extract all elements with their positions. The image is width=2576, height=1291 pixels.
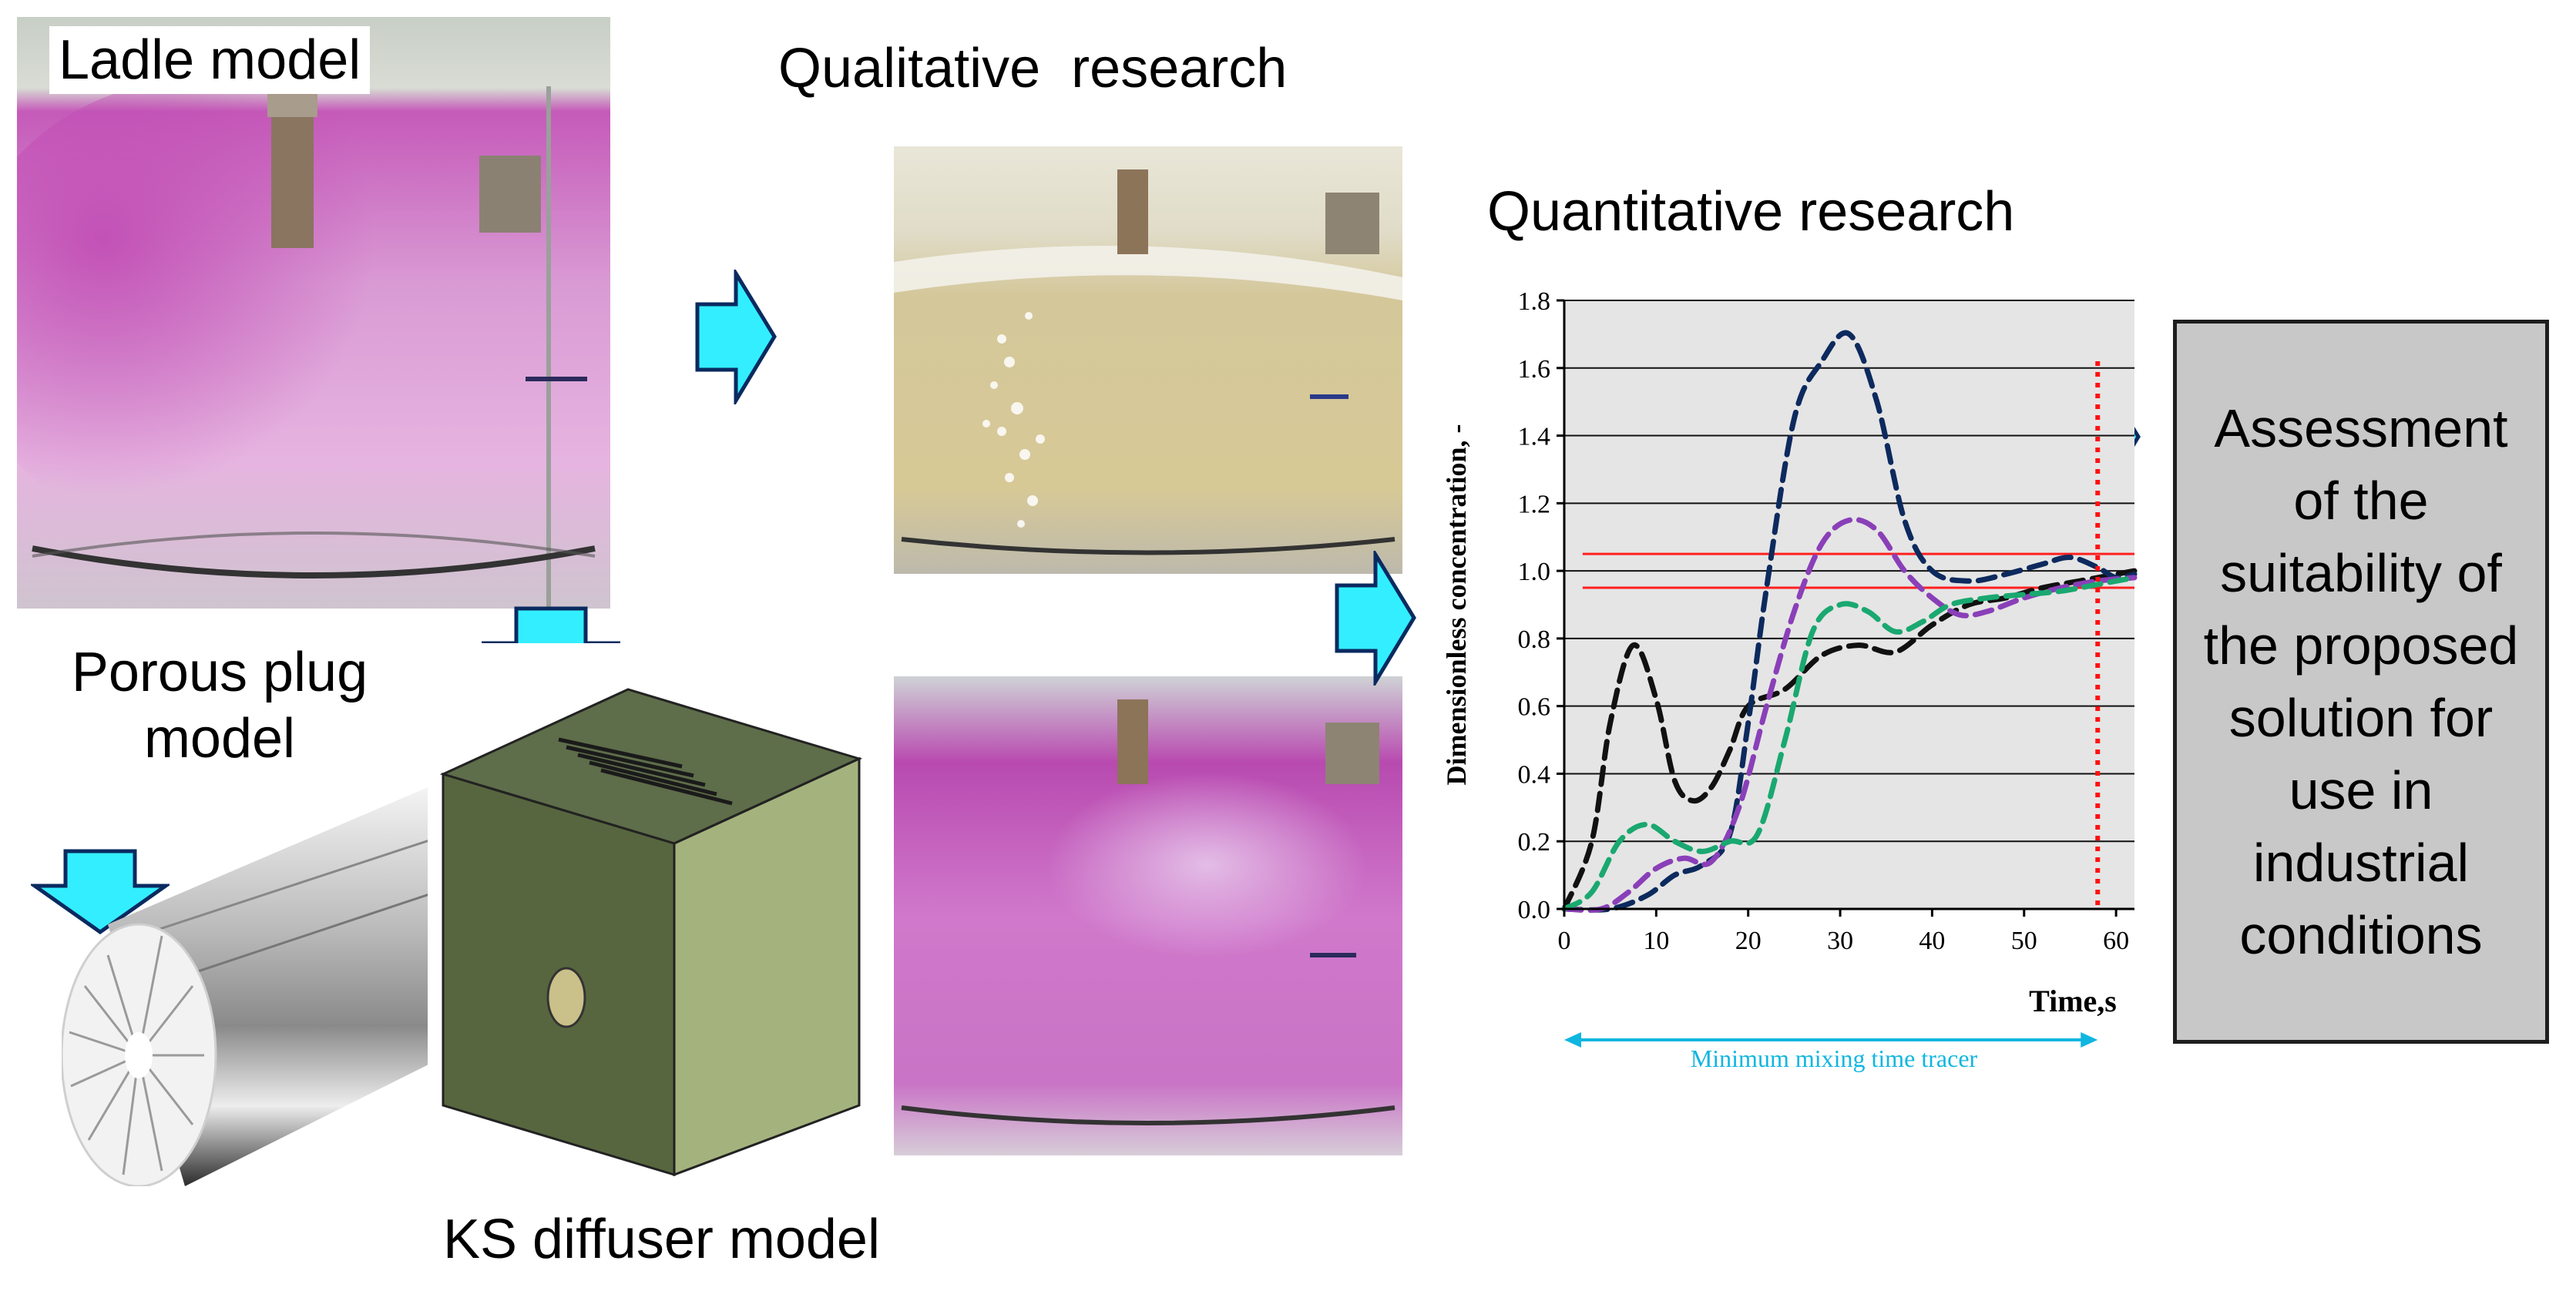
y-tick-label: 0.4: [1518, 760, 1551, 789]
y-tick-label: 1.4: [1518, 423, 1551, 451]
x-tick-label: 20: [1735, 927, 1762, 955]
qualitative-photo-top: [894, 146, 1402, 574]
y-tick-label: 1.2: [1518, 490, 1551, 518]
x-tick-label: 40: [1919, 927, 1945, 955]
x-tick-label: 10: [1643, 927, 1669, 955]
mixing-time-annotation: Minimum mixing time tracer: [1691, 1045, 1978, 1072]
series-navy-line: [1561, 330, 2138, 913]
x-tick-label: 50: [2011, 927, 2037, 955]
arrow-right-icon: [695, 270, 777, 404]
ks-diffuser-model-render: [428, 643, 875, 1182]
arrow-down-icon: [31, 849, 170, 935]
porous-plug-label: Porous plug model: [71, 642, 368, 770]
arrow-right-icon: [1335, 551, 1416, 686]
mixing-chart: 0 10 20 30 40 50 60 0.0 0.2 0.4 0.6 0.8 1.0 1.2 1.4 1.…: [1441, 287, 2138, 1072]
ladle-model-photo: [17, 17, 610, 609]
series-purple-line: [1561, 517, 2138, 914]
x-axis-label: Time,s: [2029, 984, 2117, 1018]
ks-diffuser-label: KS diffuser model: [443, 1209, 880, 1270]
ladle-model-label: Ladle model: [49, 26, 371, 94]
x-tick-label: 30: [1827, 927, 1853, 955]
y-axis-label: Dimensionless concentration, -: [1441, 424, 1472, 786]
y-tick-label: 0.6: [1518, 693, 1551, 722]
y-tick-label: 0.2: [1518, 828, 1551, 857]
series-green-line: [1561, 575, 2138, 912]
annotation-arrowhead-left: [1564, 1032, 1581, 1048]
assessment-box: Assessment of the suitability of the pro…: [2173, 320, 2549, 1044]
y-tick-label: 0.8: [1518, 625, 1551, 654]
porous-plug-model-render: [62, 786, 432, 1186]
x-tick-label: 0: [1558, 927, 1571, 955]
qualitative-photo-bottom: [894, 676, 1402, 1155]
x-tick-label: 60: [2103, 927, 2129, 955]
assessment-text: Assessment of the suitability of the pro…: [2203, 398, 2519, 965]
y-tick-label: 1.8: [1518, 287, 1551, 316]
qualitative-research-title: Qualitative research: [778, 38, 1288, 99]
y-tick-label: 0.0: [1518, 896, 1551, 924]
annotation-arrowhead-right: [2081, 1032, 2098, 1048]
quantitative-research-title: Quantitative research: [1487, 181, 2015, 243]
y-tick-label: 1.6: [1518, 355, 1551, 384]
y-tick-label: 1.0: [1518, 558, 1551, 586]
